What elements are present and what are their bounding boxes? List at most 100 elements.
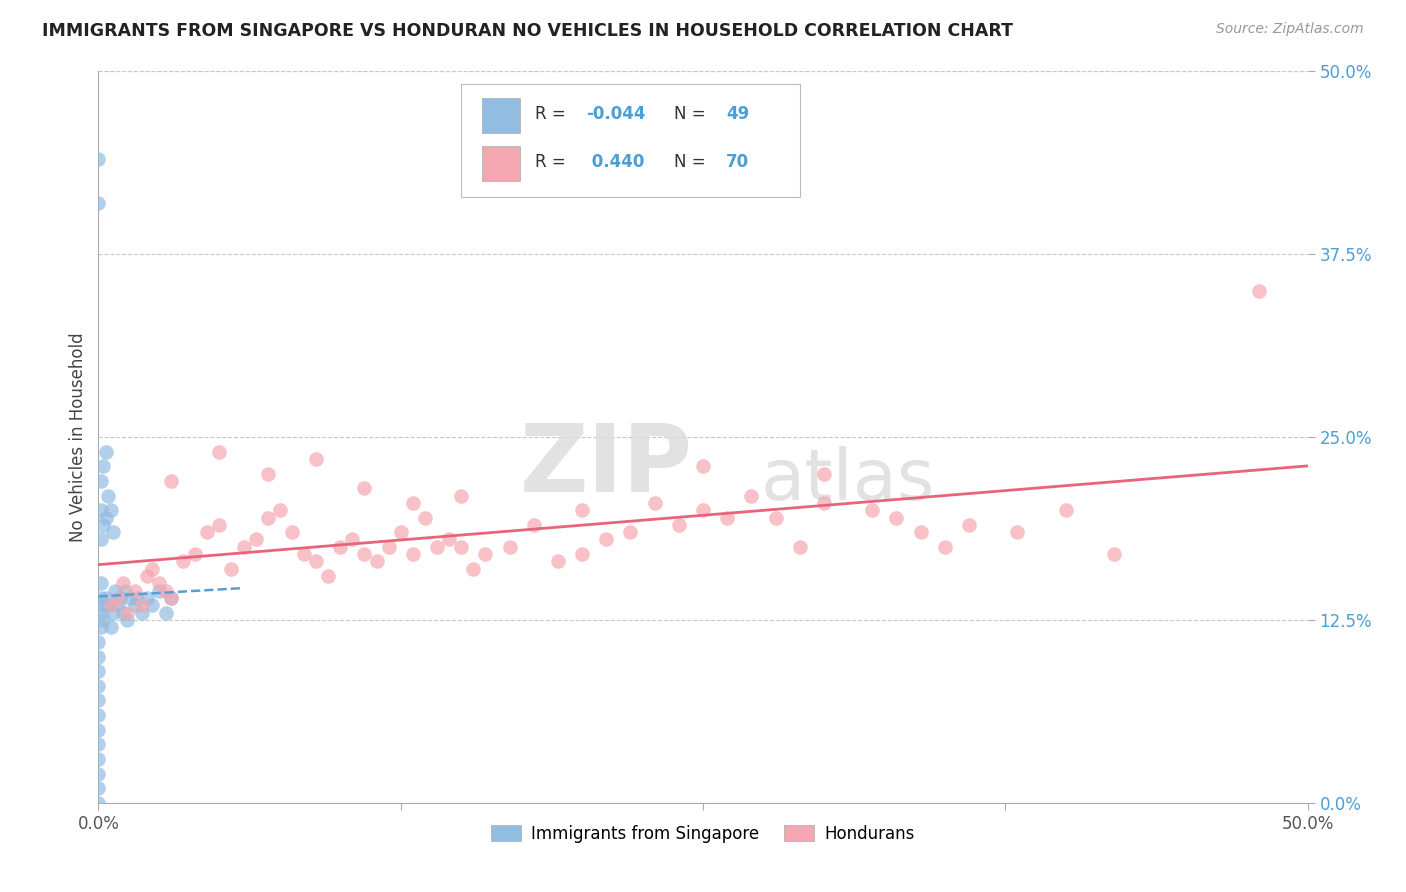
Point bbox=[111, 576, 134, 591]
Legend: Immigrants from Singapore, Hondurans: Immigrants from Singapore, Hondurans bbox=[485, 818, 921, 849]
Point bbox=[94, 591, 117, 605]
Point bbox=[353, 481, 375, 495]
Point bbox=[87, 152, 110, 166]
Point bbox=[172, 554, 194, 568]
Point bbox=[87, 693, 110, 707]
Point bbox=[87, 766, 110, 780]
Point bbox=[221, 562, 243, 576]
Text: R =: R = bbox=[534, 153, 571, 171]
Point bbox=[1102, 547, 1125, 561]
Point bbox=[716, 510, 738, 524]
Point bbox=[910, 525, 932, 540]
Point bbox=[114, 583, 136, 598]
Point bbox=[91, 599, 114, 613]
Point bbox=[108, 591, 131, 605]
Point bbox=[131, 599, 153, 613]
Point bbox=[87, 649, 110, 664]
Point bbox=[316, 569, 339, 583]
Point bbox=[90, 606, 112, 620]
Point bbox=[232, 540, 254, 554]
Point bbox=[107, 599, 129, 613]
Text: 0.440: 0.440 bbox=[586, 153, 644, 171]
Point bbox=[155, 606, 177, 620]
Point bbox=[789, 540, 811, 554]
Point bbox=[413, 510, 436, 524]
Point bbox=[342, 533, 364, 547]
Point bbox=[148, 576, 170, 591]
Point bbox=[100, 599, 122, 613]
Point bbox=[90, 503, 112, 517]
Text: 70: 70 bbox=[725, 153, 749, 171]
Point bbox=[692, 459, 714, 474]
Point bbox=[523, 517, 546, 532]
Point bbox=[131, 606, 153, 620]
Point bbox=[124, 599, 146, 613]
Point bbox=[94, 510, 117, 524]
Point bbox=[97, 489, 120, 503]
Point bbox=[281, 525, 304, 540]
Point bbox=[135, 591, 157, 605]
Point bbox=[463, 562, 485, 576]
Point bbox=[117, 613, 139, 627]
Point bbox=[90, 591, 112, 605]
Point bbox=[208, 444, 231, 458]
Point bbox=[668, 517, 690, 532]
Point bbox=[90, 576, 112, 591]
Point bbox=[619, 525, 641, 540]
Point bbox=[1054, 503, 1077, 517]
Point bbox=[87, 723, 110, 737]
Point bbox=[184, 547, 207, 561]
Point bbox=[474, 547, 496, 561]
Point bbox=[155, 583, 177, 598]
Text: IMMIGRANTS FROM SINGAPORE VS HONDURAN NO VEHICLES IN HOUSEHOLD CORRELATION CHART: IMMIGRANTS FROM SINGAPORE VS HONDURAN NO… bbox=[42, 22, 1014, 40]
Point bbox=[245, 533, 267, 547]
Point bbox=[87, 679, 110, 693]
Point bbox=[87, 752, 110, 766]
FancyBboxPatch shape bbox=[482, 146, 520, 181]
Point bbox=[571, 547, 593, 561]
Point bbox=[329, 540, 352, 554]
Point bbox=[87, 635, 110, 649]
Point bbox=[595, 533, 617, 547]
Point bbox=[87, 664, 110, 678]
Point bbox=[87, 196, 110, 211]
Point bbox=[765, 510, 787, 524]
Point bbox=[87, 737, 110, 751]
Point bbox=[886, 510, 908, 524]
FancyBboxPatch shape bbox=[482, 98, 520, 133]
Point bbox=[91, 517, 114, 532]
Point bbox=[148, 583, 170, 598]
Point bbox=[100, 503, 122, 517]
Point bbox=[256, 467, 278, 481]
Point bbox=[269, 503, 291, 517]
Text: R =: R = bbox=[534, 104, 571, 123]
Point bbox=[90, 620, 112, 634]
Point bbox=[426, 540, 449, 554]
Point bbox=[498, 540, 520, 554]
Point bbox=[692, 503, 714, 517]
Point bbox=[90, 533, 112, 547]
Point bbox=[377, 540, 399, 554]
Y-axis label: No Vehicles in Household: No Vehicles in Household bbox=[69, 332, 87, 542]
Point bbox=[118, 591, 141, 605]
Point bbox=[91, 613, 114, 627]
Point bbox=[101, 525, 124, 540]
Point bbox=[305, 452, 328, 467]
Point bbox=[97, 599, 120, 613]
Point bbox=[353, 547, 375, 561]
Point bbox=[107, 591, 129, 605]
Point bbox=[389, 525, 412, 540]
Text: atlas: atlas bbox=[761, 447, 935, 516]
Point bbox=[860, 503, 883, 517]
Point bbox=[124, 583, 146, 598]
Text: N =: N = bbox=[673, 153, 711, 171]
Point bbox=[87, 796, 110, 810]
Point bbox=[437, 533, 460, 547]
Text: -0.044: -0.044 bbox=[586, 104, 645, 123]
Text: Source: ZipAtlas.com: Source: ZipAtlas.com bbox=[1216, 22, 1364, 37]
Point bbox=[1249, 284, 1271, 298]
Point bbox=[813, 467, 835, 481]
Text: N =: N = bbox=[673, 104, 711, 123]
FancyBboxPatch shape bbox=[461, 84, 800, 197]
Point bbox=[450, 540, 472, 554]
